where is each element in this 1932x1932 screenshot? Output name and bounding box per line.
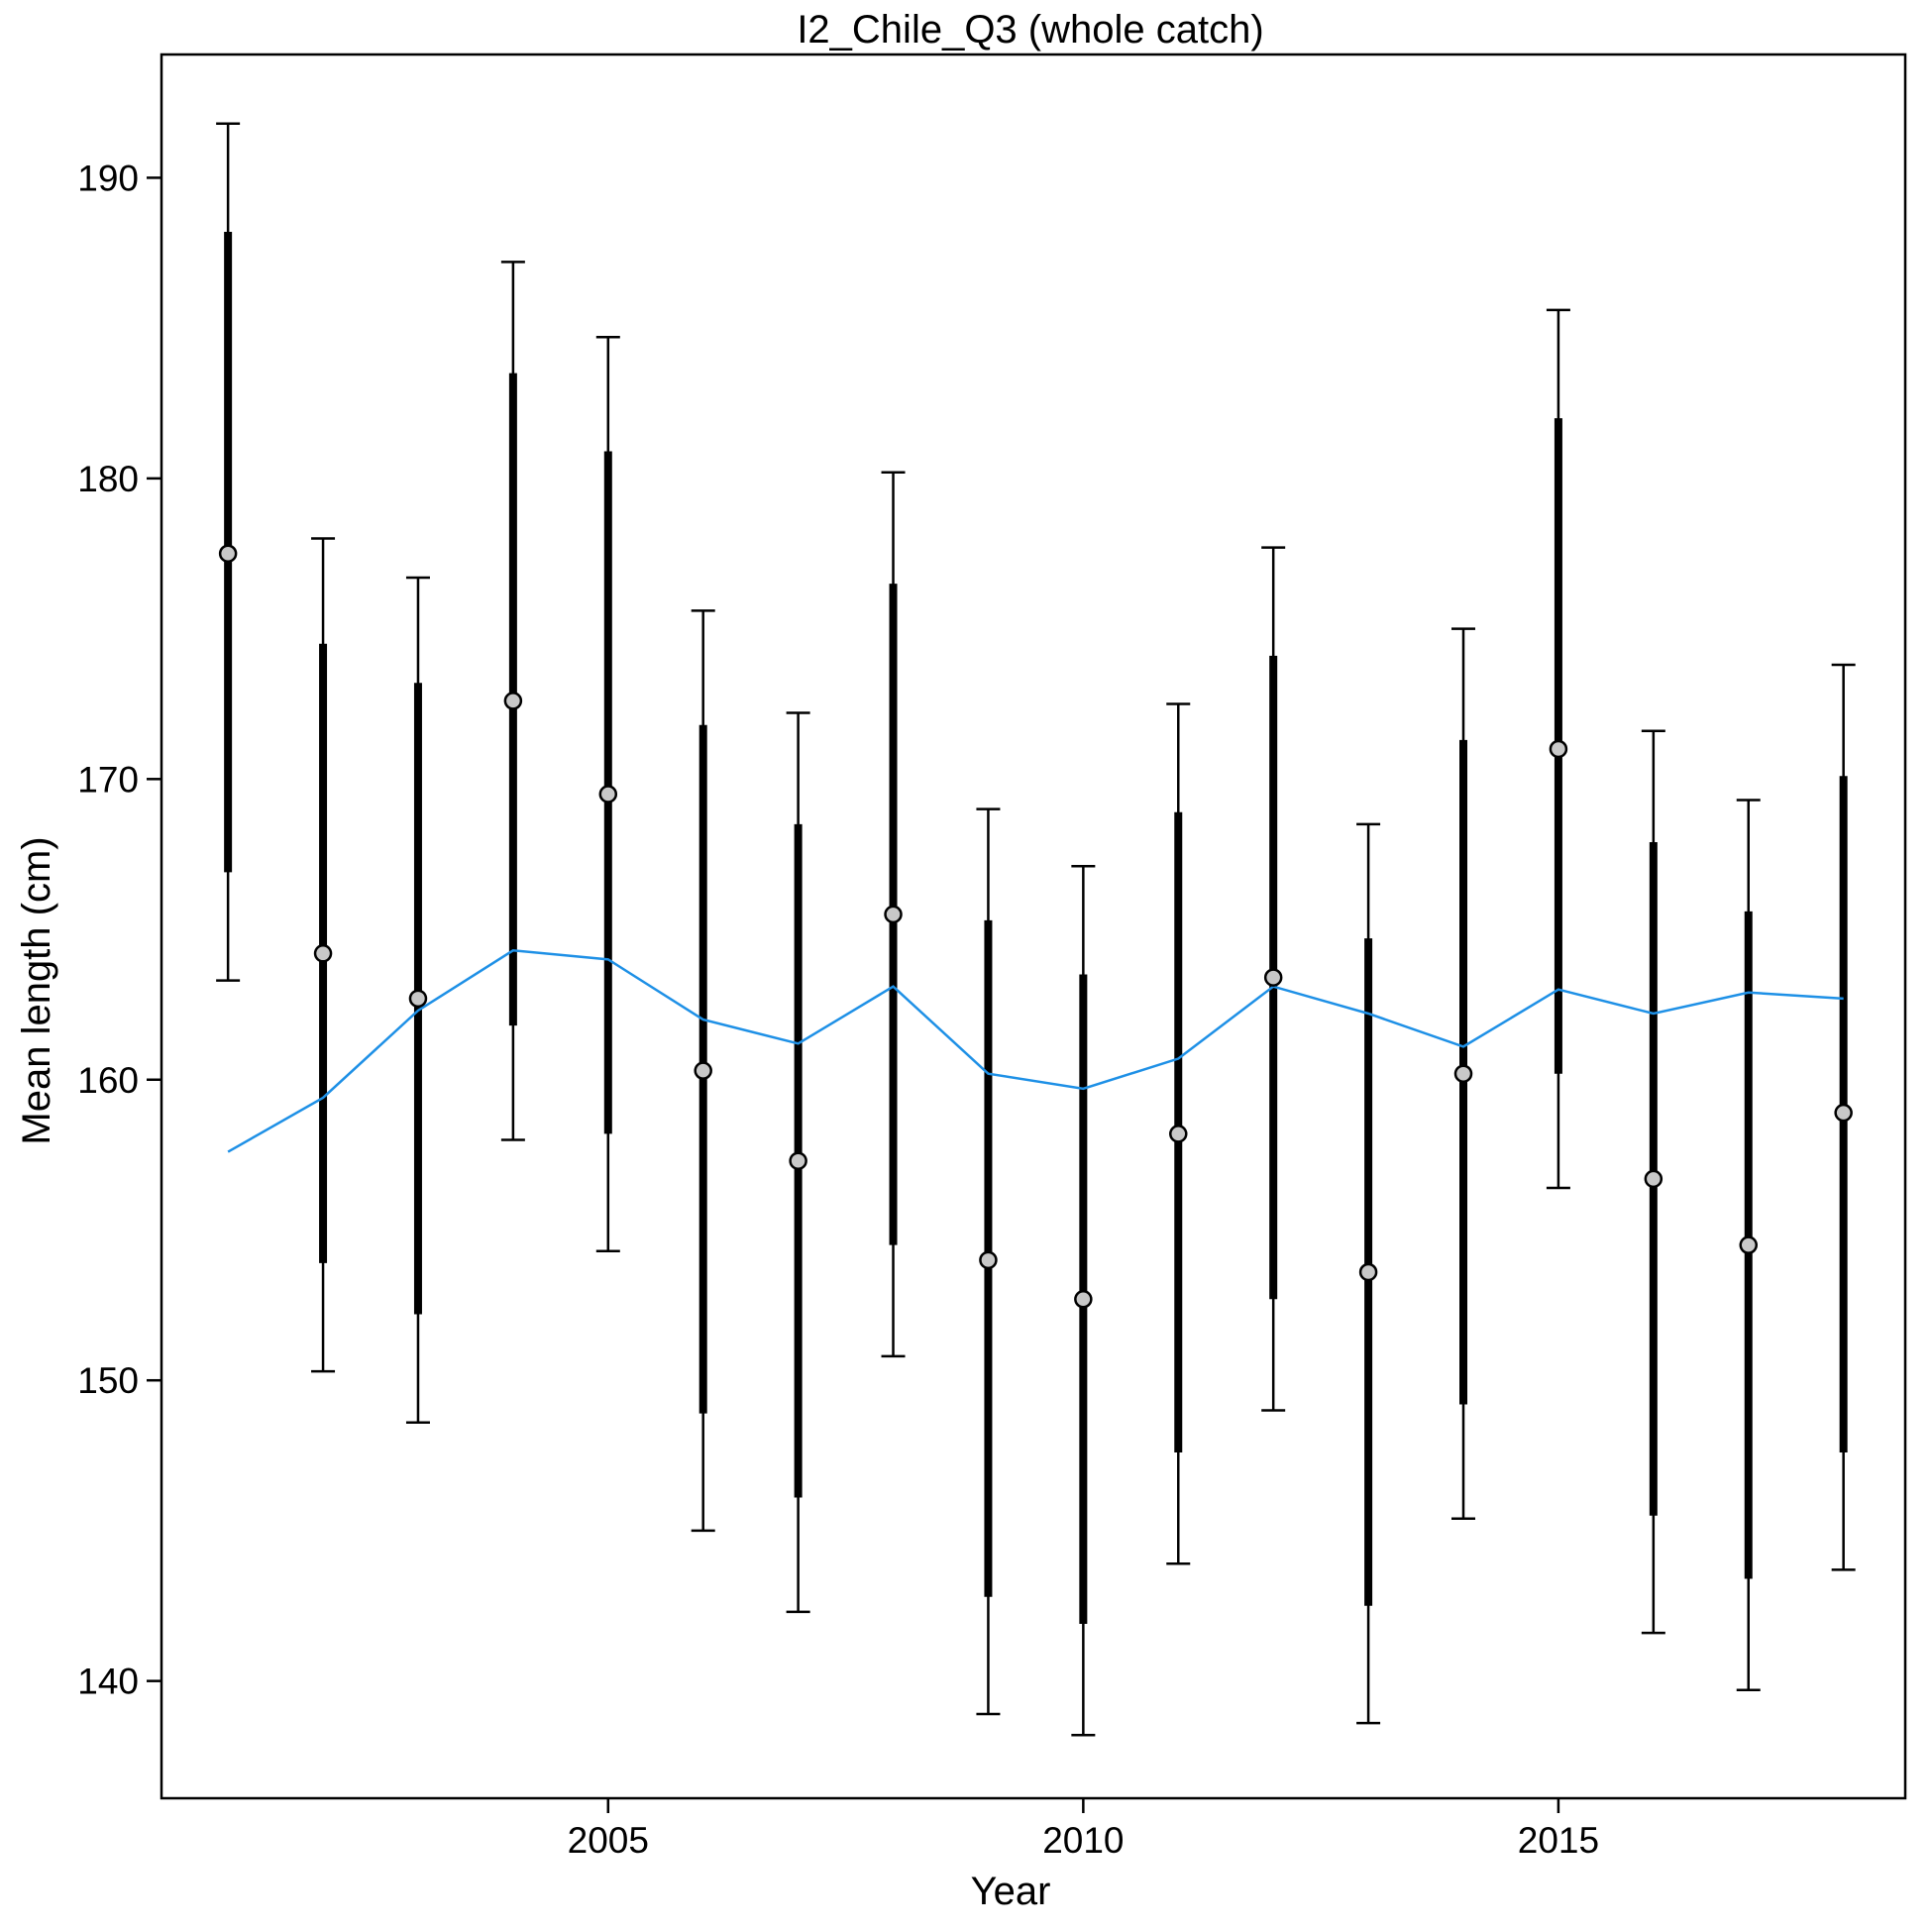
expected-line bbox=[227, 948, 1844, 1153]
observed-point bbox=[1453, 1064, 1473, 1083]
observed-point bbox=[1644, 1169, 1664, 1189]
chart-title: I2_Chile_Q3 (whole catch) bbox=[797, 8, 1263, 52]
observed-point bbox=[218, 544, 238, 563]
observed-point bbox=[503, 692, 523, 710]
y-axis: 140 150 160 170 180 190 bbox=[77, 158, 161, 1702]
observed-point bbox=[1739, 1235, 1758, 1254]
observed-point bbox=[1834, 1103, 1853, 1123]
y-tick-label: 190 bbox=[77, 158, 139, 198]
x-tick-label: 2015 bbox=[1518, 1820, 1599, 1861]
observed-point bbox=[1074, 1290, 1093, 1309]
observed-point bbox=[694, 1061, 712, 1080]
plot-frame bbox=[160, 53, 1907, 1800]
observed-point bbox=[1549, 739, 1568, 759]
y-tick-label: 150 bbox=[77, 1360, 139, 1401]
observed-point bbox=[789, 1151, 807, 1170]
observed-point bbox=[598, 785, 618, 804]
observed-point bbox=[1263, 968, 1283, 987]
x-axis-label: Year bbox=[971, 1870, 1051, 1913]
x-axis: 2005 2010 2015 bbox=[568, 1798, 1599, 1861]
x-tick-label: 2010 bbox=[1042, 1820, 1124, 1861]
observed-point bbox=[1358, 1262, 1378, 1282]
observed-point bbox=[884, 905, 903, 924]
observed-point bbox=[408, 989, 428, 1009]
plot-area bbox=[216, 122, 1856, 1737]
y-tick-label: 160 bbox=[77, 1060, 139, 1101]
y-tick-label: 140 bbox=[77, 1662, 139, 1702]
observed-point bbox=[1169, 1125, 1188, 1143]
y-tick-label: 180 bbox=[77, 459, 139, 499]
observed-point bbox=[979, 1250, 998, 1270]
observed-point bbox=[313, 944, 333, 963]
x-tick-label: 2005 bbox=[568, 1820, 649, 1861]
y-axis-label: Mean length (cm) bbox=[15, 836, 58, 1144]
y-tick-label: 170 bbox=[77, 759, 139, 800]
